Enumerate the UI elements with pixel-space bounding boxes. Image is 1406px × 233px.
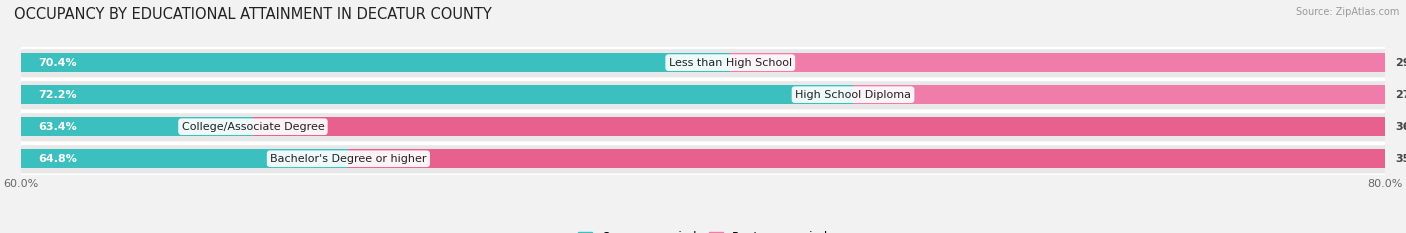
- Text: 63.4%: 63.4%: [38, 122, 77, 132]
- Bar: [349, 149, 1385, 168]
- Text: Less than High School: Less than High School: [669, 58, 792, 68]
- Bar: [21, 48, 1385, 77]
- Text: Bachelor's Degree or higher: Bachelor's Degree or higher: [270, 154, 426, 164]
- Text: 70.4%: 70.4%: [38, 58, 77, 68]
- Text: 27.8%: 27.8%: [1395, 90, 1406, 100]
- Text: 72.2%: 72.2%: [38, 90, 77, 100]
- Text: 64.8%: 64.8%: [38, 154, 77, 164]
- Bar: [21, 80, 1385, 109]
- Text: College/Associate Degree: College/Associate Degree: [181, 122, 325, 132]
- Bar: [21, 144, 1385, 173]
- Text: OCCUPANCY BY EDUCATIONAL ATTAINMENT IN DECATUR COUNTY: OCCUPANCY BY EDUCATIONAL ATTAINMENT IN D…: [14, 7, 492, 22]
- Bar: [21, 53, 730, 72]
- Bar: [21, 85, 853, 104]
- Bar: [21, 117, 253, 136]
- Bar: [853, 85, 1385, 104]
- Bar: [253, 117, 1385, 136]
- Text: 29.6%: 29.6%: [1395, 58, 1406, 68]
- Text: Source: ZipAtlas.com: Source: ZipAtlas.com: [1295, 7, 1399, 17]
- Bar: [21, 112, 1385, 141]
- Bar: [730, 53, 1385, 72]
- Legend: Owner-occupied, Renter-occupied: Owner-occupied, Renter-occupied: [572, 226, 834, 233]
- Text: 36.6%: 36.6%: [1395, 122, 1406, 132]
- Bar: [21, 149, 349, 168]
- Text: 35.3%: 35.3%: [1395, 154, 1406, 164]
- Text: High School Diploma: High School Diploma: [794, 90, 911, 100]
